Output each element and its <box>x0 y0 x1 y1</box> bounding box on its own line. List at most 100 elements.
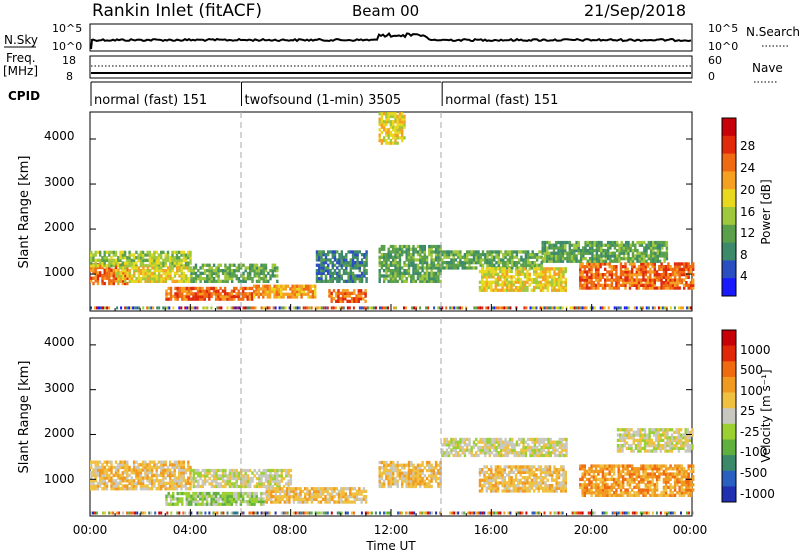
velocity-cell <box>502 440 505 444</box>
velocity-cell <box>212 468 216 473</box>
velocity-cell <box>157 484 161 488</box>
power-cell <box>511 261 514 265</box>
power-cell <box>358 279 361 283</box>
velocity-cell <box>212 497 216 501</box>
power-cell <box>410 274 413 278</box>
power-cell <box>203 292 206 296</box>
power-cell <box>575 246 578 250</box>
power-cell <box>153 264 156 268</box>
power-cell <box>494 269 497 274</box>
velocity-cell <box>101 479 104 483</box>
power-cell <box>320 279 323 283</box>
power-cell <box>685 267 688 271</box>
power-noise-cell <box>569 306 572 310</box>
velocity-cell <box>180 473 183 478</box>
velocity-cell <box>96 473 100 478</box>
power-cell <box>396 120 399 124</box>
power-cell <box>496 272 500 276</box>
velocity-cell <box>520 451 523 455</box>
power-cell <box>196 294 200 299</box>
power-cell <box>196 289 200 293</box>
power-cell <box>231 263 234 267</box>
velocity-cell <box>472 443 476 447</box>
power-cell <box>597 262 600 266</box>
velocity-noise-cell <box>118 511 121 515</box>
power-cell <box>658 286 661 290</box>
velocity-cell <box>396 474 399 478</box>
velocity-cell <box>475 451 478 455</box>
power-cell <box>533 288 536 292</box>
velocity-cell <box>210 474 214 478</box>
power-noise-cell <box>633 306 636 310</box>
velocity-cell <box>251 471 254 475</box>
velocity-cell <box>485 470 488 474</box>
velocity-cell <box>481 484 484 488</box>
power-cell <box>380 125 384 129</box>
power-cell <box>295 292 299 296</box>
power-cell <box>210 294 213 299</box>
velocity-cell <box>335 487 338 491</box>
power-noise-cell <box>236 306 239 310</box>
power-cell <box>221 279 225 283</box>
velocity-cell <box>533 453 537 458</box>
power-cell <box>546 269 549 274</box>
power-cell <box>454 258 458 262</box>
velocity-cell <box>132 465 136 470</box>
power-cell <box>345 253 348 257</box>
power-cell <box>649 251 653 255</box>
velocity-noise-cell <box>423 511 426 515</box>
power-cell <box>169 261 172 265</box>
power-cell <box>514 269 518 274</box>
power-cell <box>557 251 560 255</box>
power-cell <box>378 138 381 143</box>
velocity-cell <box>445 451 449 455</box>
velocity-cell <box>206 471 209 475</box>
power-cell <box>135 261 138 265</box>
velocity-cell <box>315 495 318 499</box>
velocity-cell <box>212 491 216 496</box>
velocity-cell <box>416 474 420 478</box>
power-cell <box>260 271 263 275</box>
power-cell <box>652 240 655 245</box>
power-cell <box>176 279 179 283</box>
power-cell <box>137 258 140 262</box>
velocity-cell <box>230 491 234 496</box>
power-cell <box>617 278 620 282</box>
power-cell <box>481 253 485 257</box>
velocity-cell <box>151 484 154 488</box>
velocity-cell <box>105 487 109 491</box>
power-cell <box>166 256 170 260</box>
power-cell <box>180 279 183 283</box>
velocity-cell <box>135 471 138 475</box>
power-cell <box>115 271 118 275</box>
power-cell <box>262 269 265 273</box>
power-cell <box>277 292 281 296</box>
power-cell <box>217 274 220 278</box>
velocity-cell <box>342 495 345 499</box>
velocity-cell <box>522 440 525 444</box>
power-cell <box>353 299 356 303</box>
velocity-cell <box>187 487 190 491</box>
power-cell <box>392 274 395 278</box>
power-cell <box>434 277 438 281</box>
power-cell <box>586 240 589 245</box>
power-noise-cell <box>557 306 560 310</box>
power-cell <box>124 277 127 281</box>
power-cell <box>490 258 494 262</box>
power-cell <box>401 117 404 121</box>
power-cell <box>212 269 216 273</box>
velocity-cell <box>542 443 546 447</box>
velocity-cell <box>412 471 415 475</box>
power-cell <box>683 273 686 277</box>
power-cell <box>432 250 435 254</box>
velocity-cell <box>349 495 352 499</box>
power-cell <box>410 279 413 283</box>
power-cell <box>242 289 245 293</box>
power-cell <box>180 261 183 265</box>
power-cell <box>430 266 433 270</box>
velocity-cell <box>139 468 143 472</box>
velocity-cell <box>487 481 491 485</box>
velocity-cell <box>511 451 514 455</box>
velocity-cell <box>396 468 399 473</box>
power-cell <box>646 278 650 282</box>
